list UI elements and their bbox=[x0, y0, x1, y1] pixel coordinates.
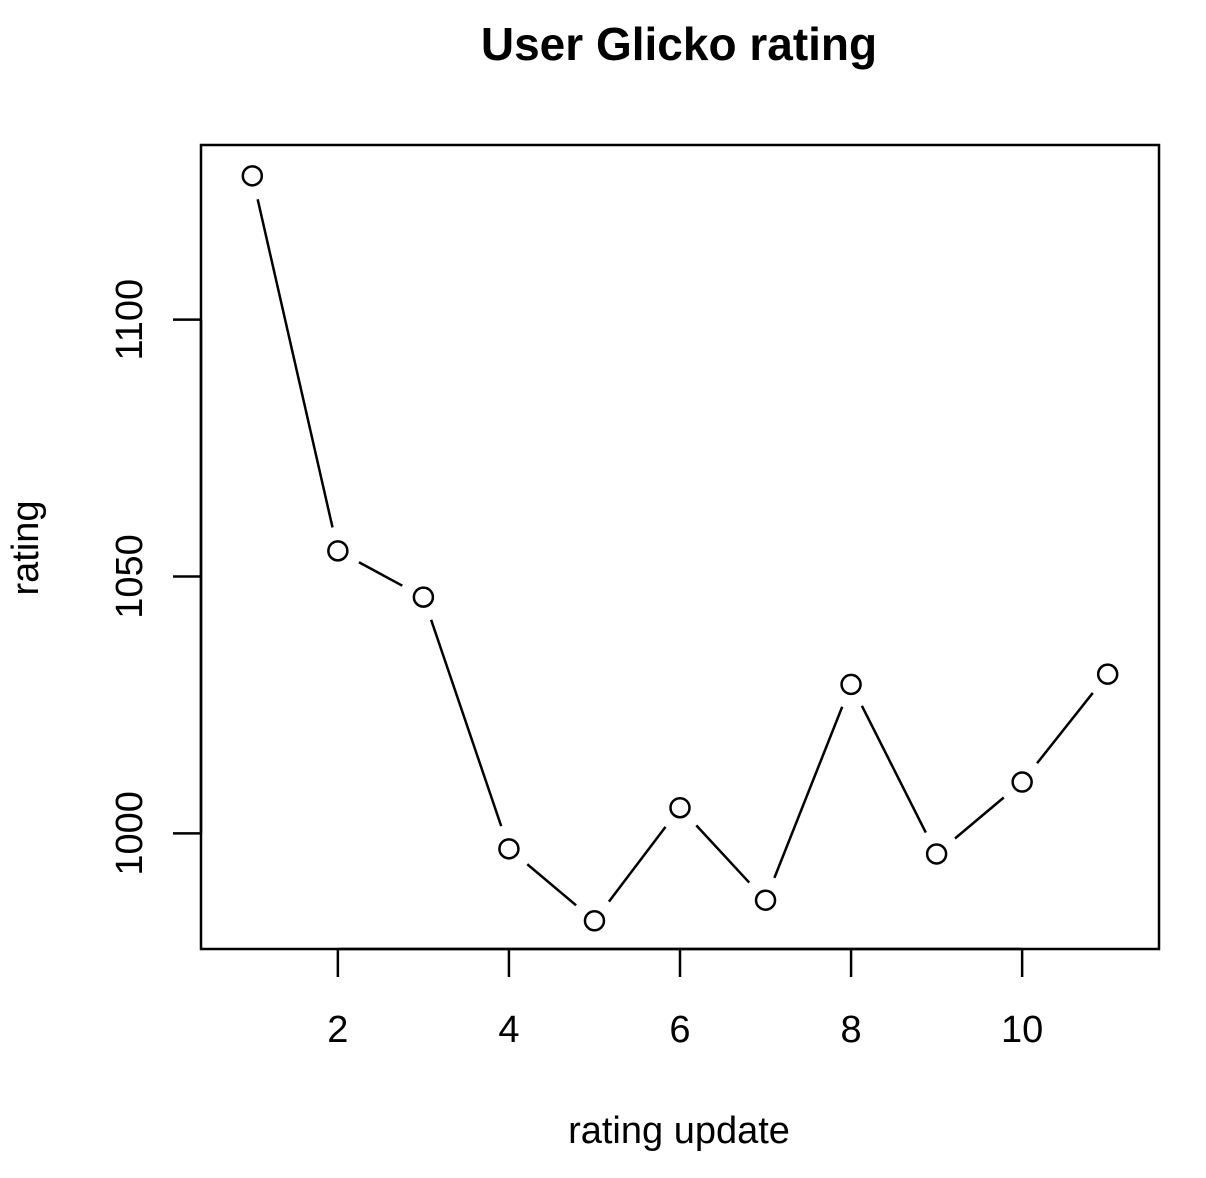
x-tick-label: 2 bbox=[327, 1009, 348, 1051]
data-point bbox=[498, 838, 520, 860]
series-segment bbox=[1036, 692, 1094, 765]
data-point bbox=[583, 909, 606, 932]
x-tick-label: 6 bbox=[669, 1009, 690, 1051]
data-point bbox=[327, 540, 349, 562]
series-segment bbox=[860, 705, 927, 834]
series-segment bbox=[773, 706, 844, 879]
x-axis-label: rating update bbox=[568, 1110, 790, 1152]
series-segment bbox=[607, 826, 667, 903]
x-tick-label: 8 bbox=[841, 1009, 862, 1051]
series-segment bbox=[429, 619, 503, 827]
series-line bbox=[256, 198, 1094, 907]
chart-title: User Glicko rating bbox=[481, 18, 877, 70]
y-axis: 1000 1050 1100 bbox=[109, 279, 203, 876]
x-tick-label: 10 bbox=[1001, 1009, 1043, 1051]
data-point bbox=[241, 165, 264, 187]
x-axis: 2 4 6 8 10 bbox=[327, 947, 1043, 1051]
data-point bbox=[840, 673, 862, 696]
data-point bbox=[925, 843, 948, 865]
data-point bbox=[754, 889, 777, 911]
y-tick-label: 1000 bbox=[109, 791, 151, 876]
y-tick-label: 1100 bbox=[109, 279, 151, 361]
series-points bbox=[241, 165, 1119, 932]
series-segment bbox=[256, 198, 334, 528]
series-segment bbox=[358, 561, 403, 587]
data-point bbox=[669, 796, 691, 819]
data-point bbox=[1096, 663, 1119, 685]
y-tick-label: 1050 bbox=[109, 534, 151, 619]
x-tick-label: 4 bbox=[498, 1009, 519, 1051]
data-point bbox=[1011, 771, 1033, 793]
series-segment bbox=[695, 824, 751, 884]
series-segment bbox=[526, 863, 577, 907]
y-axis-label: rating bbox=[5, 500, 47, 595]
data-point bbox=[412, 586, 435, 608]
series-segment bbox=[954, 796, 1005, 840]
